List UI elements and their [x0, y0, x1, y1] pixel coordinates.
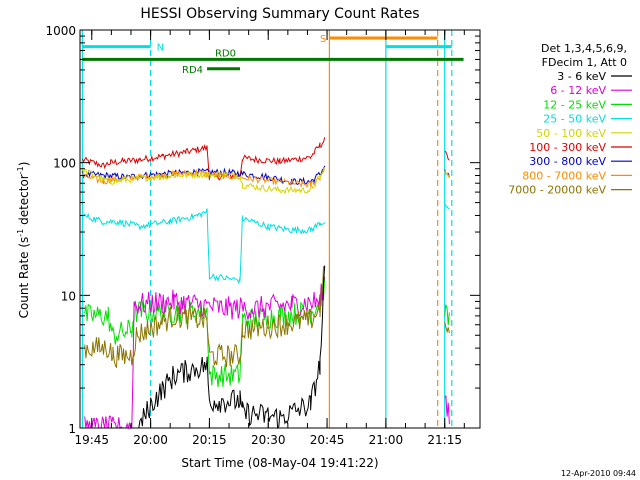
- legend-header-detectors: Det 1,3,4,5,6,9,: [541, 42, 627, 55]
- legend-entry-label: 50 - 100 keV: [536, 127, 606, 140]
- chart-title: HESSI Observing Summary Count Rates: [140, 6, 419, 22]
- flag-label-rd4: RD4: [182, 65, 203, 76]
- data-series-8: [138, 265, 326, 430]
- data-series-tail-4: [444, 203, 450, 210]
- flag-label-rd0: RD0: [215, 48, 236, 59]
- flag-label-saa: S: [320, 34, 326, 45]
- data-series-tail-5: [444, 304, 450, 325]
- legend-entry-label: 300 - 800 keV: [529, 155, 606, 168]
- plot-area: N S RD0 RD4: [81, 30, 464, 430]
- flag-label-night: N: [157, 43, 164, 54]
- legend: Det 1,3,4,5,6,9, FDecim 1, Att 0 3 - 6 k…: [508, 42, 632, 197]
- data-series-3: [81, 167, 326, 195]
- x-tick-label: 20:45: [310, 433, 345, 447]
- x-tick-label: 21:00: [369, 433, 404, 447]
- axes: 1 10 100 1000 19:45 20:00 20:15 20:30 20:45 21:00…: [45, 24, 481, 447]
- data-series-tail-7: [444, 395, 450, 425]
- axis-frame: [79, 29, 481, 429]
- x-tick-label: 20:15: [192, 433, 227, 447]
- x-axis-label: Start Time (08-May-04 19:41:22): [181, 456, 378, 470]
- timestamp: 12-Apr-2010 09:44: [561, 469, 636, 478]
- y-tick-label: 100: [53, 157, 76, 171]
- legend-entry-label: 800 - 7000 keV: [522, 169, 606, 182]
- legend-entry-label: 12 - 25 keV: [543, 98, 606, 111]
- y-axis-label: Count Rate (s-1 detector-1): [16, 162, 31, 319]
- data-series-6: [84, 275, 326, 430]
- legend-entry-label: 3 - 6 keV: [557, 70, 606, 83]
- data-series-tail-6: [444, 321, 450, 334]
- x-tick-label: 19:45: [74, 433, 109, 447]
- legend-entry-label: 100 - 300 keV: [529, 141, 606, 154]
- x-tick-label: 21:15: [427, 433, 462, 447]
- data-series-0: [81, 137, 326, 181]
- y-tick-label: 1000: [45, 24, 76, 38]
- data-series-7: [84, 265, 326, 368]
- y-tick-label: 1: [68, 422, 76, 436]
- data-series-4: [81, 208, 326, 285]
- y-tick-label: 10: [61, 289, 76, 303]
- legend-entry-label: 6 - 12 keV: [550, 84, 606, 97]
- legend-entry-label: 25 - 50 keV: [543, 113, 606, 126]
- data-series-2: [81, 167, 326, 189]
- data-series-tail-3: [444, 171, 450, 178]
- data-series-5: [84, 276, 326, 388]
- legend-header-fdecim: FDecim 1, Att 0: [542, 56, 627, 69]
- x-tick-label: 20:30: [251, 433, 286, 447]
- data-series-tail-0: [444, 150, 450, 161]
- x-tick-label: 20:00: [133, 433, 168, 447]
- legend-entry-label: 7000 - 20000 keV: [508, 184, 606, 197]
